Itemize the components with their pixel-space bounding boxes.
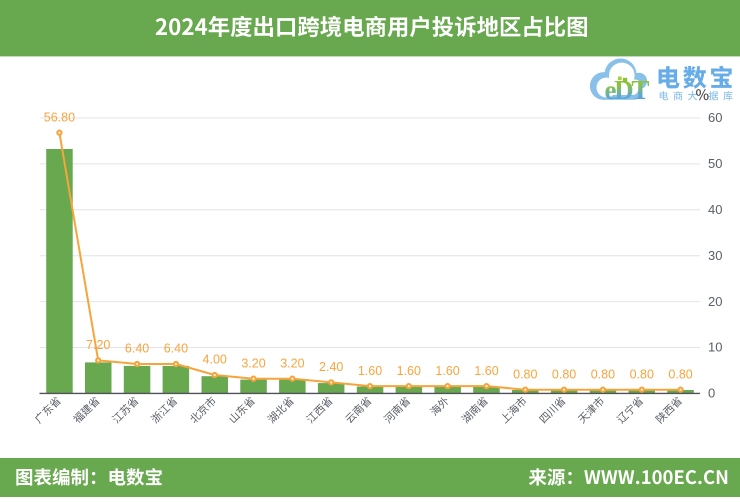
svg-text:1.60: 1.60 — [358, 364, 382, 378]
svg-text:40: 40 — [708, 202, 722, 217]
svg-text:4.00: 4.00 — [203, 353, 227, 367]
svg-text:20: 20 — [708, 294, 722, 309]
svg-text:3.20: 3.20 — [241, 356, 265, 370]
svg-text:10: 10 — [708, 340, 722, 355]
svg-text:0.80: 0.80 — [591, 367, 615, 381]
svg-text:1.60: 1.60 — [435, 364, 459, 378]
svg-text:60: 60 — [708, 110, 722, 125]
svg-text:0: 0 — [708, 386, 715, 401]
svg-text:3.20: 3.20 — [280, 356, 304, 370]
svg-text:0.80: 0.80 — [513, 367, 537, 381]
svg-text:1.60: 1.60 — [474, 364, 498, 378]
svg-text:50: 50 — [708, 156, 722, 171]
svg-text:56.80: 56.80 — [44, 110, 75, 124]
svg-text:0.80: 0.80 — [668, 367, 692, 381]
svg-text:eDT: eDT — [605, 75, 650, 105]
svg-text:0.80: 0.80 — [630, 367, 654, 381]
svg-text:1.60: 1.60 — [397, 364, 421, 378]
svg-text:6.40: 6.40 — [164, 342, 188, 356]
svg-text:6.40: 6.40 — [125, 342, 149, 356]
svg-text:0.80: 0.80 — [552, 367, 576, 381]
svg-text:30: 30 — [708, 248, 722, 263]
svg-text:7.20: 7.20 — [86, 338, 110, 352]
svg-text:2.40: 2.40 — [319, 360, 343, 374]
